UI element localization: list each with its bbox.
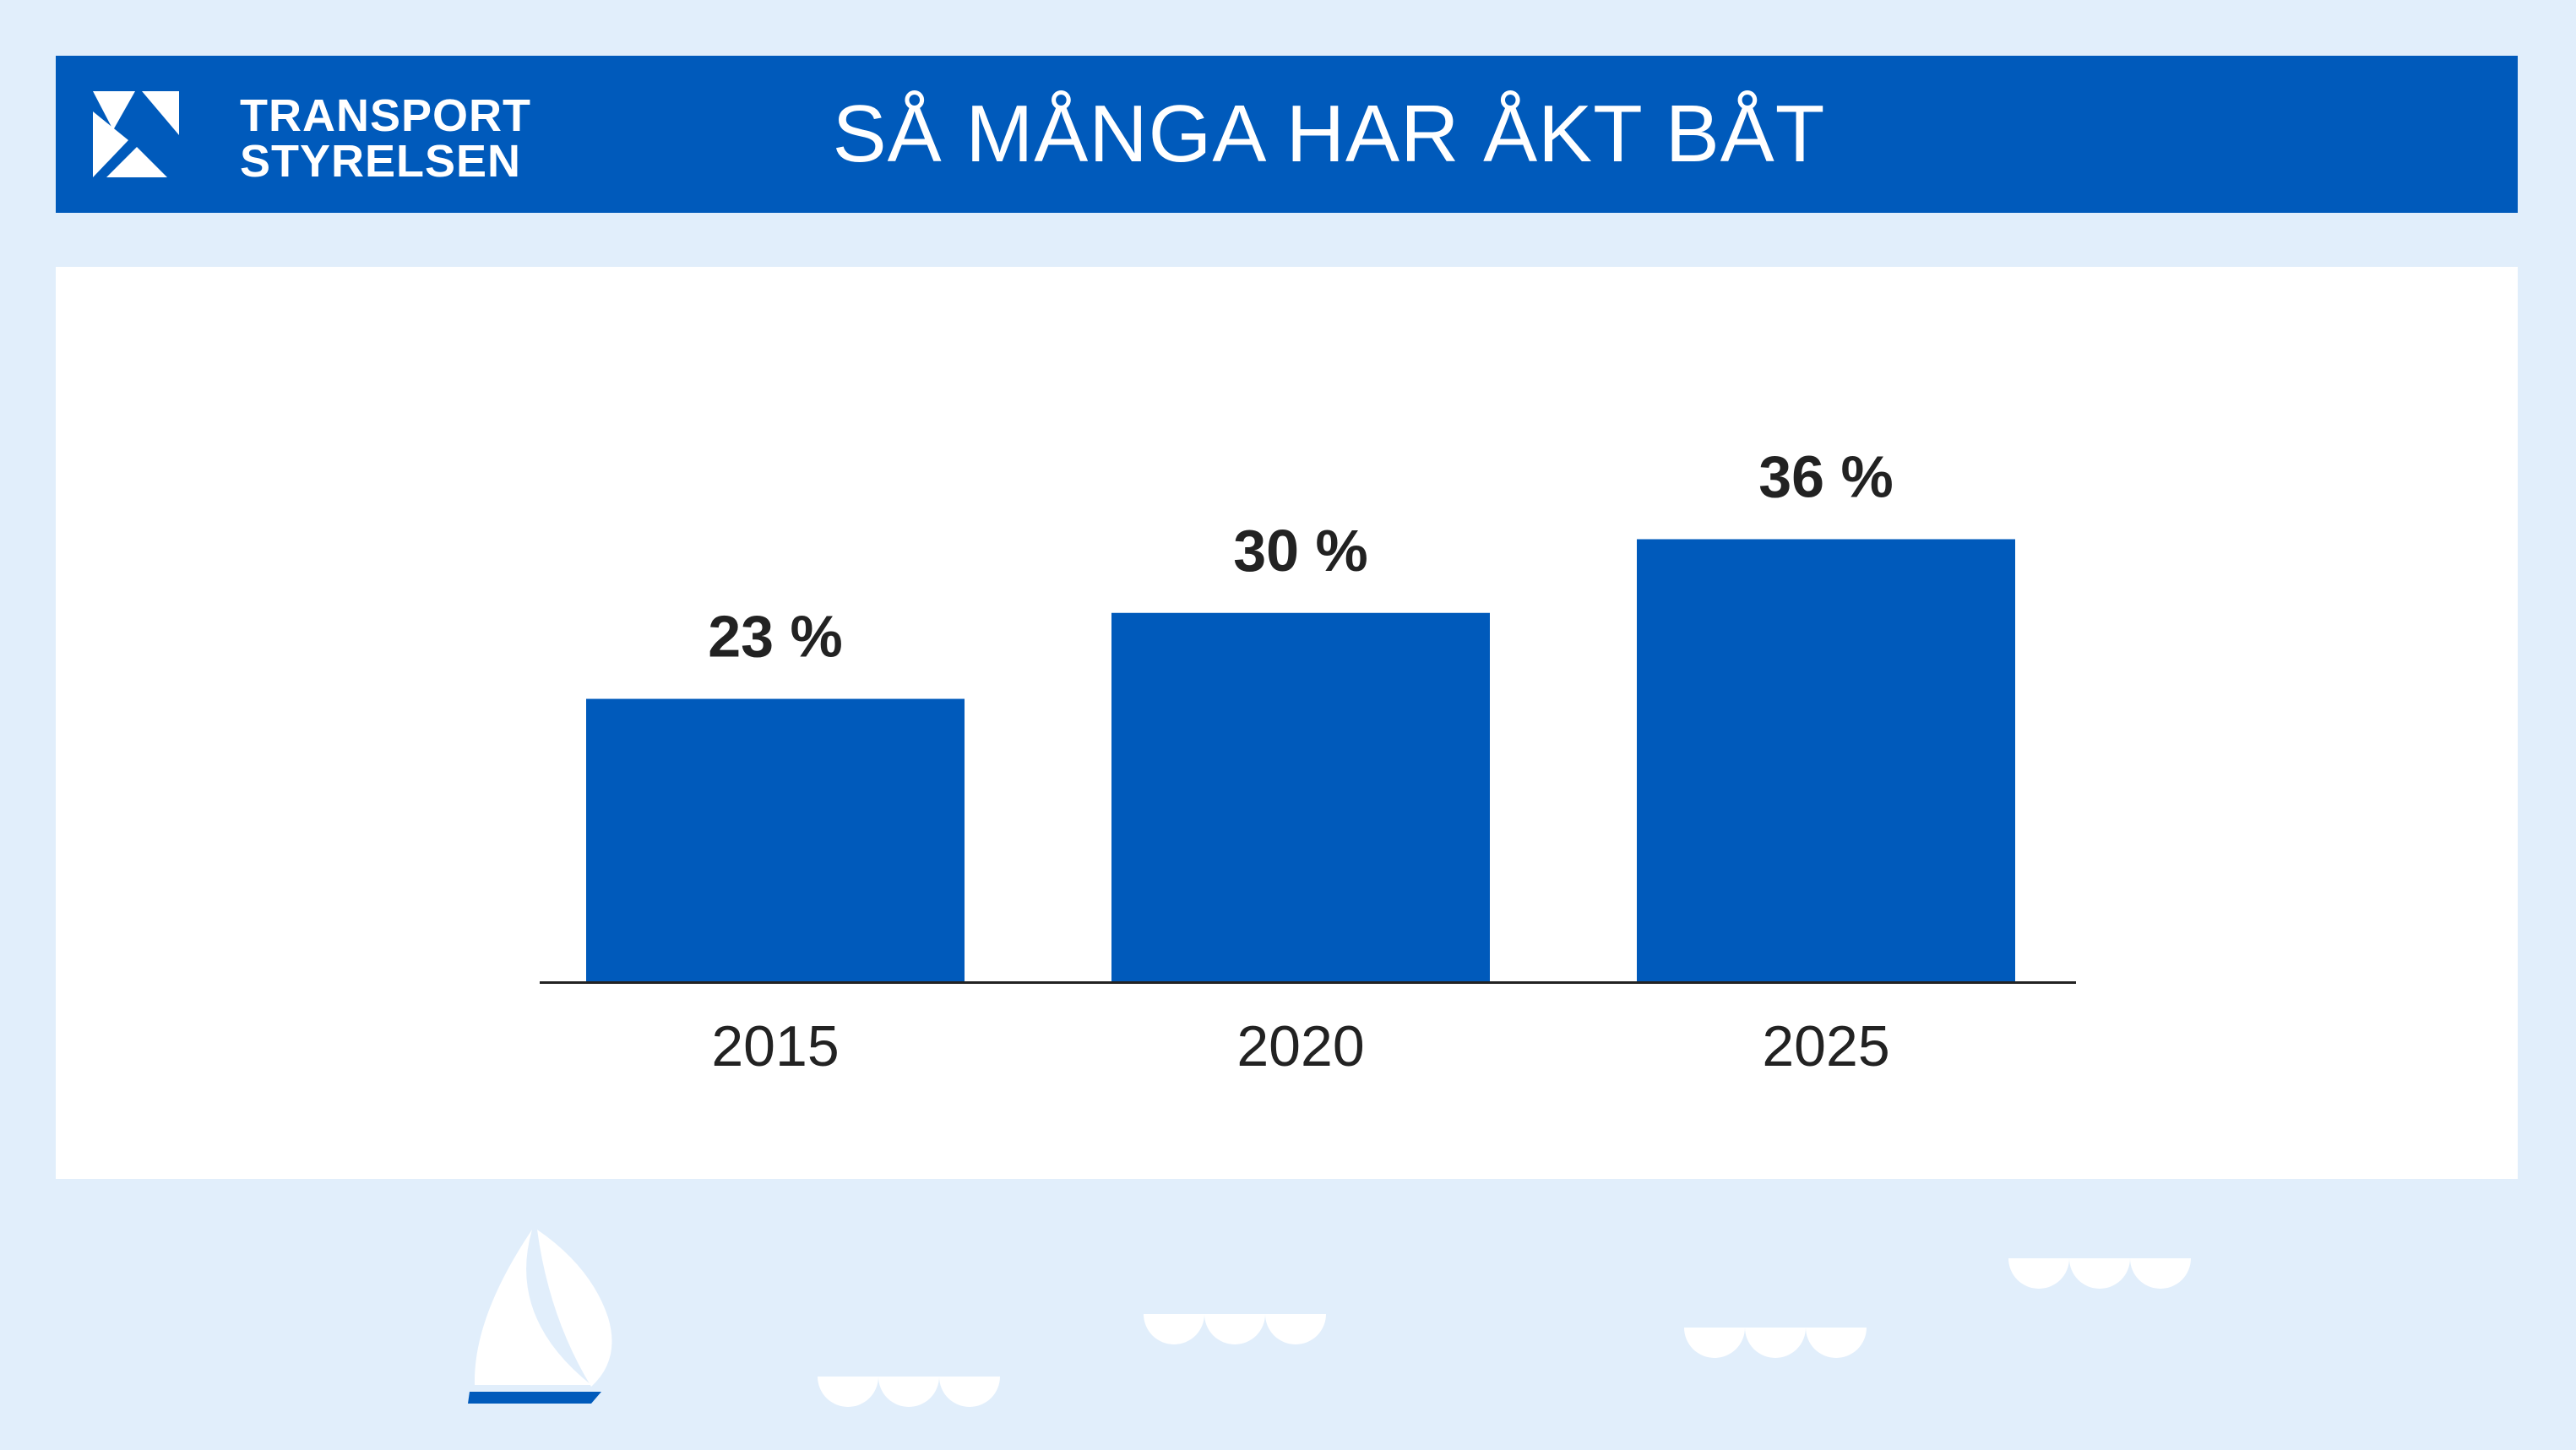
x-tick-label-2020: 2020 xyxy=(1236,1014,1364,1078)
wave-icon xyxy=(818,1377,1000,1407)
bar-2025 xyxy=(1637,539,2015,981)
transportstyrelsen-logo: TRANSPORT STYRELSEN xyxy=(90,88,531,187)
bar-2020 xyxy=(1111,612,1490,981)
header-banner: TRANSPORT STYRELSEN SÅ MÅNGA HAR ÅKT BÅT xyxy=(56,56,2518,213)
wave-icon xyxy=(2008,1258,2191,1289)
chart-card: 23 % 2015 30 % 2020 36 % 2025 xyxy=(56,267,2518,1179)
x-tick-label-2025: 2025 xyxy=(1762,1014,1889,1078)
logo-mark-icon xyxy=(93,91,179,177)
x-tick-label-2015: 2015 xyxy=(711,1014,839,1078)
data-label-2025: 36 % xyxy=(1758,444,1894,510)
data-label-2015: 23 % xyxy=(708,604,843,670)
wave-icon xyxy=(1144,1314,1326,1344)
bar-2015 xyxy=(586,698,965,981)
wave-icon xyxy=(1684,1328,1867,1358)
data-label-2020: 30 % xyxy=(1233,518,1368,584)
sailboat-icon xyxy=(468,1230,612,1404)
logo-text-line2: STYRELSEN xyxy=(240,136,522,187)
bar-chart: 23 % 2015 30 % 2020 36 % 2025 xyxy=(540,444,2076,1078)
page-title: SÅ MÅNGA HAR ÅKT BÅT xyxy=(832,89,1826,179)
logo-text-line1: TRANSPORT xyxy=(240,90,531,141)
